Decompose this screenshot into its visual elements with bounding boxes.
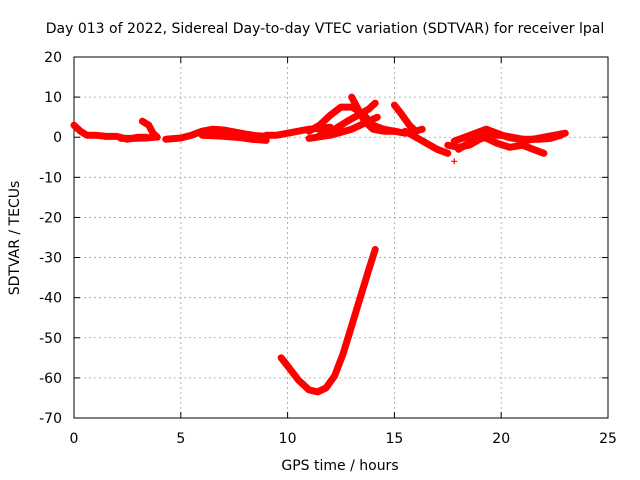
x-tick-label: 5 [176, 431, 185, 447]
y-tick-label: -40 [39, 291, 62, 307]
series-track-n [455, 133, 548, 157]
y-tick-label: -60 [39, 371, 62, 387]
series-track-p [519, 129, 569, 145]
plot-frame [73, 56, 609, 419]
series-track-q [277, 246, 379, 396]
series-track-h [316, 99, 379, 139]
y-tick-label: 0 [53, 130, 62, 146]
y-tick-label: 10 [44, 90, 62, 106]
y-tick-label: -10 [39, 170, 62, 186]
series-track-i [348, 93, 409, 137]
tick-marks [73, 56, 609, 419]
y-tick-label: -70 [39, 411, 62, 427]
outlier-point [451, 158, 458, 165]
y-tick-label: -30 [39, 251, 62, 267]
series-track-e [198, 131, 270, 144]
y-axis-label: SDTVAR / TECUs [7, 181, 23, 296]
series-track-c [117, 133, 159, 142]
y-tick-labels: 20 10 0 -10 -20 -30 -40 -50 -60 -70 [39, 50, 62, 427]
series-track-d [162, 125, 270, 143]
data-series [70, 93, 569, 396]
x-tick-labels: 0 5 10 15 20 25 [70, 431, 617, 447]
series-track-k [390, 101, 426, 135]
x-tick-label: 0 [70, 431, 79, 447]
series-track-l [401, 127, 452, 157]
y-tick-label: 20 [44, 50, 62, 66]
x-tick-label: 10 [279, 431, 297, 447]
x-tick-label: 25 [599, 431, 617, 447]
x-axis-label: GPS time / hours [281, 458, 398, 474]
series-track-j [305, 113, 381, 142]
y-tick-label: -20 [39, 210, 62, 226]
chart-title: Day 013 of 2022, Sidereal Day-to-day VTE… [46, 21, 604, 37]
x-tick-label: 20 [492, 431, 510, 447]
x-tick-label: 15 [385, 431, 403, 447]
y-tick-label: -50 [39, 331, 62, 347]
